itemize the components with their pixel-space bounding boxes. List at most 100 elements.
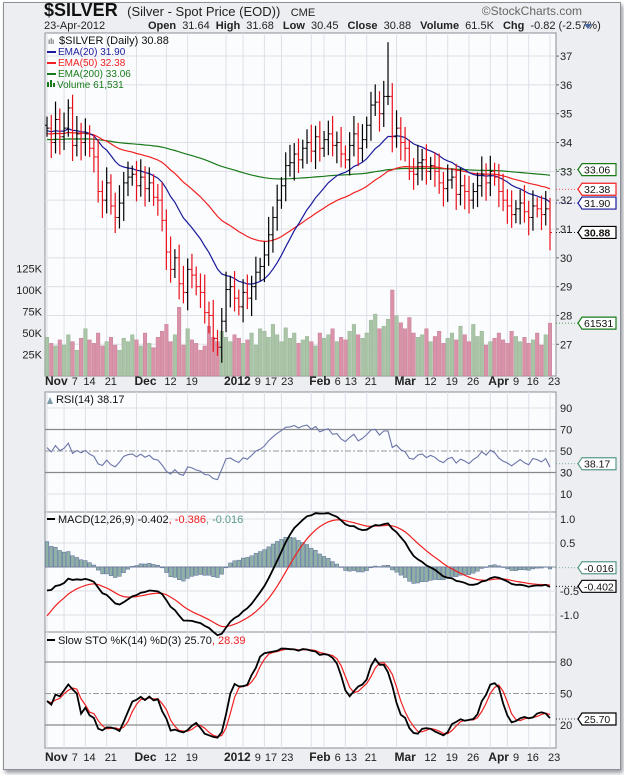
- volume-bar: [134, 339, 139, 377]
- price-bar: [194, 266, 199, 296]
- bottom-date-label: Mar: [395, 750, 417, 764]
- top-date-label: 12: [424, 376, 436, 388]
- macd-histogram-bar: [228, 562, 233, 568]
- price-bar: [66, 99, 71, 137]
- volume-bar: [484, 344, 489, 377]
- volume-bar: [125, 341, 130, 377]
- price-bar: [91, 135, 96, 173]
- volume-bar: [275, 334, 280, 377]
- macd-histogram-bar: [142, 563, 148, 568]
- legend-ema50: EMA(50) 32.38: [58, 58, 126, 69]
- volume-bar: [70, 341, 75, 377]
- price-bar: [403, 126, 408, 162]
- bottom-date-label: 7: [72, 752, 78, 764]
- rsi-tick-label: 70: [560, 425, 572, 437]
- macd-tick-label: 0.5: [560, 538, 575, 550]
- macd-histogram-bar: [262, 549, 267, 568]
- macd-histogram-bar: [385, 565, 391, 568]
- bottom-date-label: 14: [83, 752, 95, 764]
- price-bar: [543, 190, 548, 226]
- price-bar: [125, 161, 130, 197]
- macd-histogram-bar: [266, 546, 271, 568]
- macd-histogram-bar: [394, 566, 399, 573]
- macd-histogram-bar: [49, 545, 54, 568]
- volume-bar: [513, 336, 518, 377]
- legend-sto: Slow STO %K(14) %D(3) 25.70, 28.39: [58, 635, 246, 647]
- macd-histogram-bar: [496, 565, 501, 568]
- volume-bar: [232, 334, 237, 377]
- macd-histogram-bar: [381, 565, 386, 568]
- top-date-label: 23: [281, 376, 293, 388]
- volume-bar: [287, 337, 292, 377]
- price-bar: [458, 167, 463, 206]
- price-bar: [275, 184, 280, 231]
- volume-bar: [535, 332, 540, 377]
- volume-bar: [411, 332, 416, 377]
- price-bar: [351, 116, 356, 157]
- macd-histogram-bar: [96, 566, 101, 571]
- price-bar: [113, 192, 118, 234]
- bottom-date-label: Nov: [45, 750, 68, 764]
- macd-histogram-bar: [475, 566, 480, 572]
- macd-histogram-bar: [91, 564, 96, 568]
- price-tick-label: 37: [560, 51, 572, 63]
- price-bar: [74, 116, 79, 157]
- legend-ema20: EMA(20) 31.90: [58, 47, 126, 58]
- volume-bar: [224, 337, 229, 377]
- price-bar: [445, 164, 450, 202]
- triangle-down-icon[interactable]: [584, 24, 592, 29]
- price-bar: [381, 80, 386, 127]
- volume-bar: [339, 337, 344, 377]
- macd-histogram-bar: [351, 566, 356, 571]
- macd-histogram-bar: [462, 566, 467, 575]
- price-bar: [441, 171, 446, 207]
- macd-histogram-bar: [449, 566, 455, 577]
- volume-bar: [300, 339, 305, 377]
- price-bar: [206, 301, 211, 334]
- price-tick-label: 28: [560, 310, 572, 322]
- volume-bar: [364, 332, 369, 377]
- volume-bar: [441, 343, 446, 377]
- macd-histogram-bar: [304, 544, 310, 568]
- bottom-date-label: 9: [513, 752, 519, 764]
- price-bar: [168, 236, 173, 283]
- macd-histogram-bar: [253, 553, 258, 568]
- macd-histogram-bar: [441, 566, 446, 581]
- price-bar: [513, 200, 518, 224]
- price-bar: [45, 116, 49, 137]
- bottom-date-label: Apr: [488, 750, 509, 764]
- top-date-label: 23: [548, 376, 560, 388]
- price-tick-label: 34: [560, 138, 572, 150]
- bar-chart-icon: ılı: [48, 37, 54, 46]
- volume-bar: [326, 334, 331, 377]
- volume-bar: [322, 337, 327, 377]
- volume-bar: [522, 337, 527, 377]
- volume-bar: [283, 327, 288, 377]
- sto-k-line: [46, 647, 551, 739]
- price-bar: [53, 101, 58, 154]
- macd-histogram-bar: [211, 566, 216, 577]
- macd-histogram-bar: [223, 566, 229, 569]
- price-bar: [219, 307, 224, 363]
- volume-bar: [543, 334, 548, 377]
- price-bar: [279, 177, 284, 209]
- value-tag-text: 25.70: [584, 714, 610, 726]
- volume-bar: [249, 332, 254, 377]
- macd-histogram-bar: [138, 563, 143, 568]
- macd-histogram-bar: [83, 560, 88, 568]
- price-bar: [270, 206, 275, 253]
- price-bar: [134, 160, 139, 202]
- macd-histogram-bar: [334, 563, 339, 568]
- volume-bar: [330, 328, 335, 377]
- bottom-date-label: 13: [345, 752, 357, 764]
- bottom-date-label: 17: [265, 752, 277, 764]
- value-tag-box: [577, 579, 617, 593]
- value-tag-box: [577, 561, 617, 575]
- top-date-label: 7: [72, 376, 78, 388]
- macd-histogram-bar: [53, 547, 58, 568]
- price-bar: [309, 124, 314, 163]
- volume-bar: [368, 319, 373, 377]
- volume-bar: [236, 337, 241, 377]
- value-tag-box: [577, 182, 617, 196]
- volume-bar: [479, 331, 484, 377]
